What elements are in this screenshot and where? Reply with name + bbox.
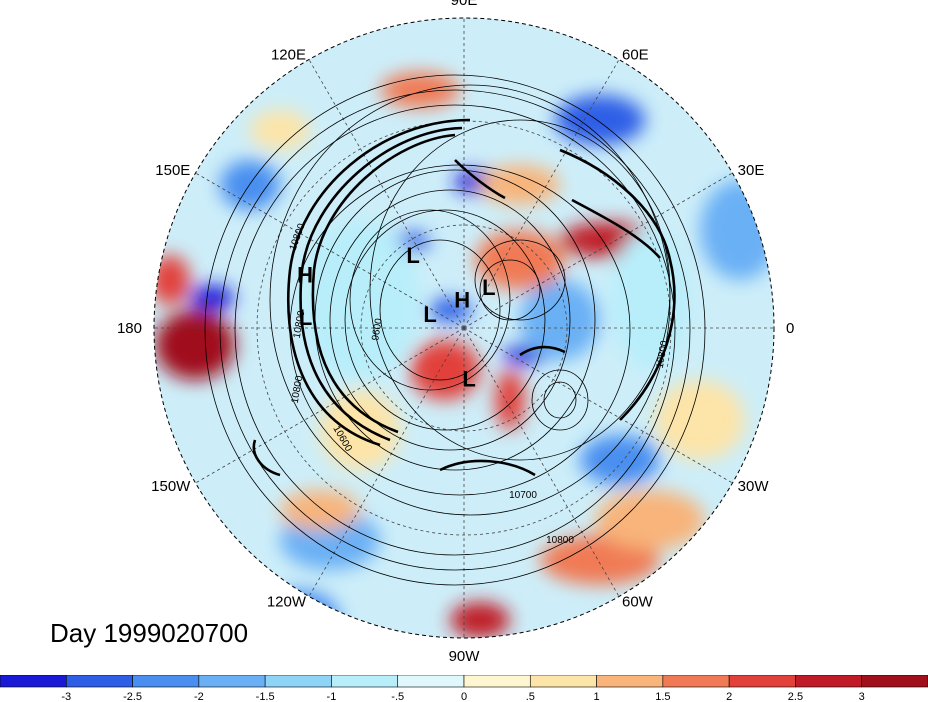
- colorbar-swatch: [0, 675, 67, 688]
- contour-label: 10800: [655, 339, 671, 369]
- longitude-label: 30W: [738, 478, 770, 495]
- longitude-label: 150W: [151, 478, 191, 495]
- meridian-line: [463, 327, 620, 597]
- longitude-label: 120E: [271, 46, 306, 63]
- colorbar-tick-label: .5: [526, 691, 535, 702]
- anomaly-patch: [655, 380, 745, 460]
- colorbar-swatch: [198, 675, 266, 688]
- height-contour: [349, 209, 511, 391]
- map-boundary: [153, 17, 775, 639]
- height-contour: [204, 74, 706, 586]
- meridian-line: [308, 59, 465, 329]
- anomaly-patch: [300, 220, 420, 380]
- low-pressure-label: L: [406, 243, 419, 268]
- anomaly-patch: [480, 165, 560, 205]
- anomaly-patch: [595, 490, 705, 550]
- colorbar-tick-label: -2.5: [123, 691, 142, 702]
- colorbar-swatch: [65, 675, 133, 688]
- longitude-label: 90E: [451, 0, 478, 9]
- height-contour: [219, 89, 691, 571]
- colorbar-tick-label: -.5: [391, 691, 404, 702]
- high-pressure-label: H: [454, 287, 470, 312]
- jet-stream-contours: [252, 118, 676, 477]
- colorbar-tick-label: 0: [461, 691, 467, 702]
- meridian-line: [308, 327, 465, 597]
- colorbar-swatch: [264, 675, 332, 688]
- height-contour: [474, 239, 566, 321]
- colorbar-tick-label: -2: [194, 691, 204, 702]
- anomaly-patch: [450, 602, 510, 638]
- colorbar-swatch: [132, 675, 200, 688]
- longitude-label: 180: [117, 320, 142, 337]
- low-pressure-label: L: [462, 366, 475, 391]
- colorbar-tick-label: -1: [327, 691, 337, 702]
- colorbar-tick-label: 2: [726, 691, 732, 702]
- polar-stereographic-map: 108001080010700108001080096001060010800 …: [117, 0, 794, 665]
- longitude-label: 60E: [622, 46, 649, 63]
- colorbar-tick-label: 1.5: [655, 691, 670, 702]
- meridian-line: [463, 172, 733, 329]
- colorbar-swatch: [331, 675, 399, 688]
- map-title: Day 1999020700: [50, 618, 249, 648]
- longitude-label: 150E: [155, 162, 190, 179]
- anomaly-patch: [495, 370, 525, 430]
- anomaly-patch: [250, 110, 310, 150]
- anomaly-patch: [220, 160, 280, 210]
- contour-label: 10800: [290, 374, 306, 404]
- colorbar-swatch: [795, 675, 863, 688]
- anomaly-patch: [580, 435, 660, 485]
- colorbar-swatch: [728, 675, 796, 688]
- colorbar-swatch: [596, 675, 664, 688]
- colorbar-tick-label: 1: [594, 691, 600, 702]
- contour-label: 10700: [509, 490, 537, 501]
- anomaly-patch: [520, 280, 600, 360]
- height-contour: [234, 104, 676, 556]
- colorbar-tick-label: -3: [61, 691, 71, 702]
- height-contour: [269, 84, 671, 516]
- colorbar-tick-label: -1.5: [256, 691, 275, 702]
- colorbar-swatch: [662, 675, 730, 688]
- meridian-line: [195, 327, 465, 484]
- height-contour: [531, 369, 589, 431]
- height-contour: [479, 259, 541, 321]
- anomaly-patch: [428, 298, 472, 322]
- longitude-label: 0: [786, 320, 794, 337]
- colorbar-swatch: [529, 675, 597, 688]
- longitude-label: 90W: [449, 648, 481, 665]
- anomaly-patch: [610, 230, 690, 370]
- contour-label: 10800: [546, 535, 574, 546]
- height-contour: [543, 381, 577, 419]
- longitude-label: 30E: [738, 162, 765, 179]
- colorbar-swatch: [463, 675, 531, 688]
- height-contour: [344, 209, 546, 431]
- colorbar-swatch: [861, 675, 928, 688]
- longitude-label: 60W: [622, 594, 654, 611]
- anomaly-patch: [190, 285, 234, 311]
- anomaly-field: [154, 18, 774, 638]
- contour-label: 10800: [292, 309, 308, 339]
- longitude-label: 120W: [267, 594, 307, 611]
- anomaly-patch: [280, 490, 360, 530]
- colorbar: -3 -2.5 -2 -1.5 -1 -.5 0 .5 1 1.5 2 2.5 3: [0, 675, 928, 702]
- anomaly-patch: [155, 310, 235, 380]
- colorbar-swatch: [397, 675, 465, 688]
- low-pressure-label: L: [423, 302, 436, 327]
- colorbar-tick-label: 3: [859, 691, 865, 702]
- anomaly-patch: [410, 340, 480, 400]
- low-pressure-label: L: [482, 275, 495, 300]
- meridian-line: [463, 327, 733, 484]
- height-contour: [379, 239, 501, 381]
- longitude-labels: 90E 60E 30E 0 30W 60W 90W 120W 150W 180 150E 120E: [117, 0, 794, 665]
- low-pressure-label: L: [299, 305, 312, 330]
- high-pressure-label: H: [297, 262, 313, 287]
- colorbar-tick-label: 2.5: [788, 691, 803, 702]
- height-contour: [329, 189, 571, 451]
- contour-label: 9600: [370, 317, 385, 341]
- meridian-line: [463, 59, 620, 329]
- anomaly-patch: [154, 255, 190, 305]
